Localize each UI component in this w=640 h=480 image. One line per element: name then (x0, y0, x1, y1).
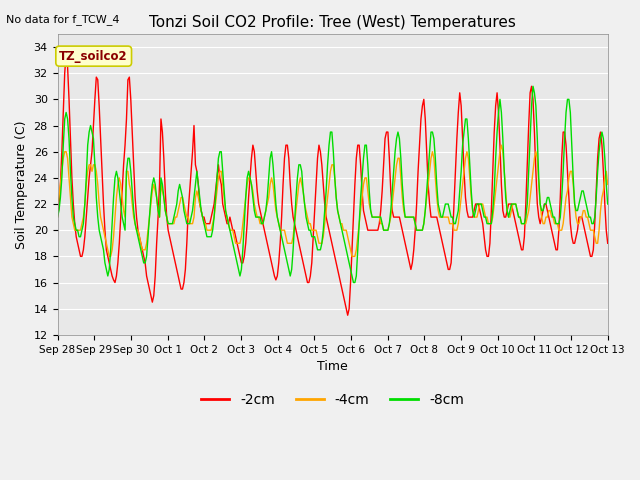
-2cm (91, 96, 99, 102)
-8cm (529, 84, 537, 89)
-2cm (531, 129, 538, 135)
-4cm (54, 201, 61, 207)
-4cm (604, 181, 612, 187)
Legend: -2cm, -4cm, -8cm: -2cm, -4cm, -8cm (196, 387, 470, 412)
-2cm (344, 312, 351, 318)
-2cm (74, 240, 81, 246)
Text: TZ_soilco2: TZ_soilco2 (60, 49, 128, 63)
-4cm (106, 253, 113, 259)
Title: Tonzi Soil CO2 Profile: Tree (West) Temperatures: Tonzi Soil CO2 Profile: Tree (West) Temp… (149, 15, 516, 30)
-8cm (90, 136, 97, 142)
Text: No data for f_TCW_4: No data for f_TCW_4 (6, 14, 120, 25)
-8cm (72, 228, 80, 233)
-8cm (54, 214, 61, 220)
-2cm (602, 228, 610, 233)
-4cm (447, 221, 455, 227)
-2cm (449, 234, 456, 240)
-2cm (604, 240, 612, 246)
-8cm (349, 280, 357, 286)
-4cm (338, 221, 346, 227)
-2cm (338, 286, 346, 292)
-4cm (531, 156, 538, 161)
-2cm (54, 214, 61, 220)
Line: -4cm: -4cm (58, 145, 608, 256)
-8cm (602, 181, 610, 187)
-4cm (72, 228, 80, 233)
-8cm (337, 221, 344, 227)
-4cm (602, 168, 610, 174)
-4cm (90, 162, 97, 168)
Line: -8cm: -8cm (58, 86, 608, 283)
-2cm (62, 51, 70, 57)
X-axis label: Time: Time (317, 360, 348, 373)
-8cm (604, 201, 612, 207)
-4cm (497, 142, 505, 148)
-8cm (447, 214, 455, 220)
-8cm (531, 90, 538, 96)
Y-axis label: Soil Temperature (C): Soil Temperature (C) (15, 120, 28, 249)
Line: -2cm: -2cm (58, 54, 608, 315)
